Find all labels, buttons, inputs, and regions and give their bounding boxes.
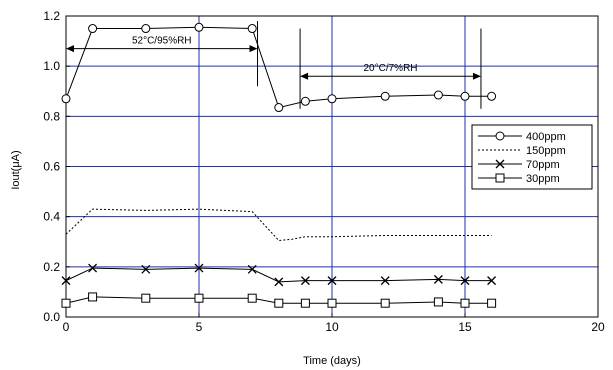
annotations: 52°C/95%RH 20°C/7%RH — [66, 21, 482, 109]
circle-marker — [141, 24, 151, 34]
x-marker — [61, 276, 71, 286]
x-tick-label: 20 — [591, 320, 605, 334]
circle-marker — [88, 24, 98, 34]
x-marker-stroke — [433, 274, 443, 284]
x-marker — [194, 263, 204, 273]
x-marker — [300, 276, 310, 286]
grid-lines — [66, 16, 598, 317]
x-marker-stroke — [460, 276, 470, 286]
legend-label: 70ppm — [526, 159, 560, 171]
x-marker-stroke — [194, 263, 204, 273]
series-150ppm — [65, 208, 492, 242]
x-marker-stroke — [327, 276, 337, 286]
circle-marker — [61, 94, 71, 104]
x-marker — [327, 276, 337, 286]
x-tick-label: 10 — [325, 320, 339, 334]
legend: 400ppm 150ppm 70ppm 30ppm — [471, 124, 593, 190]
x-marker-stroke — [88, 263, 98, 273]
circle-marker — [274, 103, 284, 113]
x-marker-stroke — [300, 276, 310, 286]
square-marker — [300, 298, 310, 308]
annotation-arrowhead-left — [66, 45, 74, 53]
square-marker — [495, 173, 505, 183]
y-tick-label: 0.0 — [43, 310, 60, 324]
circle-marker — [300, 96, 310, 106]
circle-marker — [194, 22, 204, 32]
x-marker — [460, 276, 470, 286]
x-axis-label: Time (days) — [303, 355, 361, 367]
annotation-arrowhead-right — [472, 72, 481, 80]
square-marker — [61, 298, 71, 308]
x-tick-label: 0 — [63, 320, 70, 334]
series-30ppm — [61, 292, 497, 308]
annotation-label: 52°C/95%RH — [132, 36, 192, 47]
legend-label: 30ppm — [526, 173, 560, 185]
x-marker-stroke — [247, 264, 257, 274]
legend-entry: 70ppm — [478, 159, 560, 171]
x-marker — [495, 159, 505, 169]
x-marker — [247, 264, 257, 274]
circle-marker — [247, 24, 257, 34]
y-tick-label: 1.2 — [43, 9, 60, 23]
legend-label: 400ppm — [526, 131, 566, 143]
axis-ticks: 0 5 10 15 20 0.0 0.2 0.4 0.6 0.8 1.0 1.2 — [43, 9, 605, 334]
legend-entry: 150ppm — [478, 145, 566, 157]
x-marker-stroke — [61, 276, 71, 286]
x-marker — [274, 277, 284, 287]
x-tick-label: 5 — [196, 320, 203, 334]
circle-marker — [380, 91, 390, 101]
y-tick-label: 0.4 — [43, 210, 60, 224]
square-marker — [88, 292, 98, 302]
circle-marker — [495, 131, 505, 141]
annotation-label: 20°C/7%RH — [364, 63, 418, 74]
legend-entry: 30ppm — [478, 173, 560, 185]
legend-entry: 400ppm — [478, 131, 566, 143]
annotation-arrowhead-left — [300, 72, 309, 80]
legend-label: 150ppm — [526, 145, 566, 157]
series-line — [65, 208, 492, 242]
y-tick-label: 0.8 — [43, 109, 60, 123]
x-marker-stroke — [495, 159, 505, 169]
x-marker — [433, 274, 443, 284]
circle-marker — [487, 91, 497, 101]
x-marker-stroke — [141, 264, 151, 274]
y-tick-label: 1.0 — [43, 59, 60, 73]
square-marker — [433, 297, 443, 307]
y-axis-label: Iout(μA) — [10, 150, 22, 189]
x-marker — [141, 264, 151, 274]
x-marker — [380, 276, 390, 286]
y-tick-label: 0.6 — [43, 160, 60, 174]
square-marker — [247, 293, 257, 303]
series-layer — [61, 22, 497, 308]
series-line — [65, 26, 492, 109]
series-400ppm — [61, 22, 497, 113]
square-marker — [327, 298, 337, 308]
square-marker — [460, 298, 470, 308]
square-marker — [141, 293, 151, 303]
circle-marker — [433, 90, 443, 100]
square-marker — [274, 298, 284, 308]
x-tick-label: 15 — [458, 320, 472, 334]
x-marker-stroke — [487, 276, 497, 286]
square-marker — [194, 293, 204, 303]
y-tick-label: 0.2 — [43, 260, 60, 274]
series-70ppm — [61, 263, 497, 287]
x-marker — [88, 263, 98, 273]
annotation-arrowhead-right — [249, 45, 258, 53]
series-line — [65, 267, 492, 283]
x-marker — [487, 276, 497, 286]
square-marker — [380, 298, 390, 308]
x-marker-stroke — [380, 276, 390, 286]
circle-marker — [327, 94, 337, 104]
x-marker-stroke — [274, 277, 284, 287]
square-marker — [487, 298, 497, 308]
circle-marker — [460, 91, 470, 101]
